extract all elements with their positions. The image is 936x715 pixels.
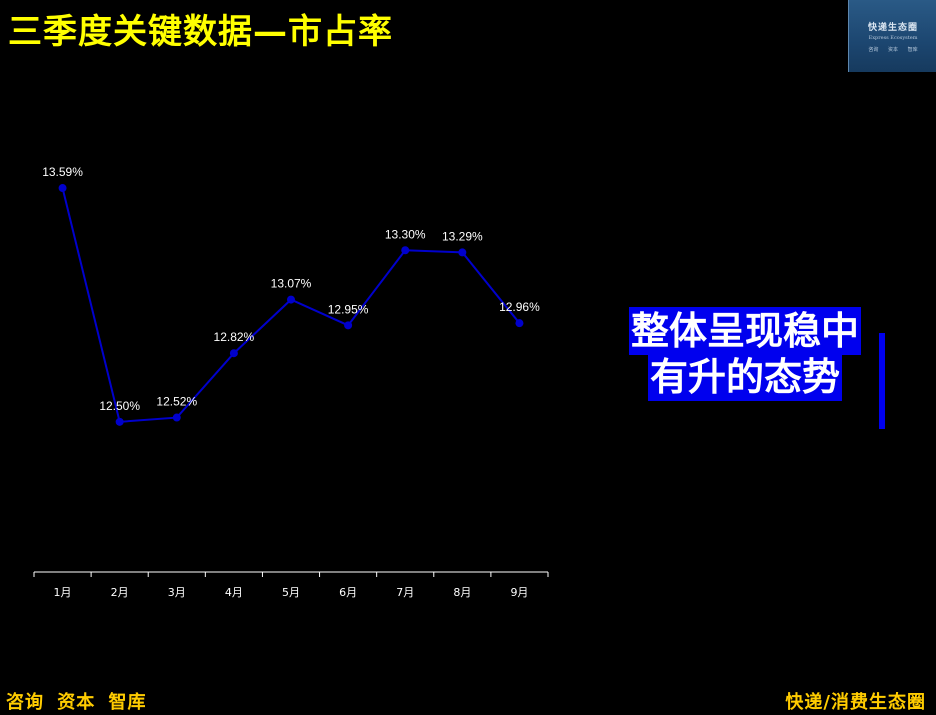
x-axis xyxy=(33,571,549,577)
page-title: 三季度关键数据—市占率 xyxy=(8,12,393,52)
data-point xyxy=(287,295,295,304)
data-label: 12.52% xyxy=(156,395,197,409)
data-point xyxy=(344,321,353,330)
data-point xyxy=(401,246,410,255)
data-label: 12.95% xyxy=(328,302,369,316)
footer-left-text: 咨询 资本 智库 xyxy=(6,692,147,713)
logo-main-text: 快递生态圈 xyxy=(867,22,918,33)
footer-right-text: 快递/消费生态圈 xyxy=(785,692,926,713)
x-tick-label: 5月 xyxy=(282,586,300,599)
callout-accent-bar xyxy=(879,333,885,429)
x-tick-label: 7月 xyxy=(396,586,414,599)
x-tick-label: 1月 xyxy=(54,586,72,599)
summary-callout: 整体呈现稳中 有升的态势 xyxy=(602,307,888,401)
data-point xyxy=(58,184,67,193)
logo-sub-text: Express Ecosystem xyxy=(868,34,918,41)
x-tick-labels: 1月 2月 3月 4月 5月 6月 7月 8月 9月 xyxy=(54,586,529,599)
data-label: 13.07% xyxy=(271,277,312,291)
data-point xyxy=(172,413,181,422)
callout-line-2: 有升的态势 xyxy=(647,352,842,401)
data-label: 13.30% xyxy=(385,227,426,241)
data-point xyxy=(115,417,124,426)
x-tick-label: 6月 xyxy=(339,586,357,599)
series-line xyxy=(61,187,521,423)
x-tick-label: 9月 xyxy=(510,586,528,599)
data-point xyxy=(229,349,238,358)
data-labels: 13.59% 12.50% 12.52% 12.82% 13.07% 12.95% 13.3… xyxy=(42,165,540,413)
data-point xyxy=(515,319,524,328)
data-label: 12.96% xyxy=(499,300,540,314)
series-points xyxy=(58,184,524,426)
data-label: 13.29% xyxy=(442,229,483,243)
x-tick-label: 4月 xyxy=(225,586,243,599)
logo-link-consulting: 咨询 xyxy=(868,46,879,53)
brand-logo: 快递生态圈 Express Ecosystem 咨询 资本 智库 xyxy=(848,0,936,72)
data-label: 12.82% xyxy=(214,330,255,344)
data-label: 12.50% xyxy=(99,399,140,413)
logo-links: 咨询 资本 智库 xyxy=(868,46,917,53)
logo-link-capital: 资本 xyxy=(887,46,898,53)
series-polyline xyxy=(61,187,521,423)
x-tick-label: 8月 xyxy=(453,586,471,599)
data-point xyxy=(458,248,467,257)
x-tick-label: 3月 xyxy=(168,586,186,599)
x-tick-label: 2月 xyxy=(111,586,129,599)
callout-line-1: 整体呈现稳中 xyxy=(628,307,861,355)
logo-link-thinktank: 智库 xyxy=(907,46,918,53)
data-label: 13.59% xyxy=(42,165,83,179)
